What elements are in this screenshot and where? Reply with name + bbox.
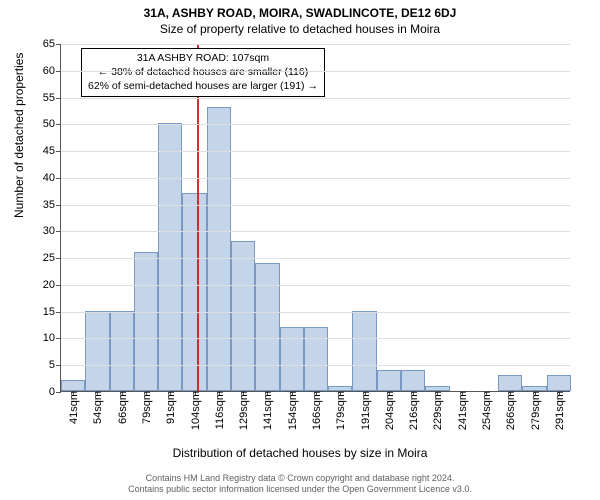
x-tick-label: 179sqm [333,391,347,430]
y-axis-label: Number of detached properties [12,53,26,218]
gridline [61,231,570,232]
histogram-bar [498,375,522,391]
gridline [61,178,570,179]
x-tick-label: 191sqm [358,391,372,430]
gridline [61,285,570,286]
footer-line2: Contains public sector information licen… [0,484,600,496]
x-tick-label: 216sqm [406,391,420,430]
gridline [61,151,570,152]
x-tick-label: 266sqm [503,391,517,430]
footer-line1: Contains HM Land Registry data © Crown c… [0,473,600,485]
y-tick-label: 35 [43,199,61,211]
y-tick-label: 0 [49,386,61,398]
annotation-box: 31A ASHBY ROAD: 107sqm ← 38% of detached… [81,48,325,97]
histogram-bar [547,375,571,391]
annotation-line2: ← 38% of detached houses are smaller (11… [88,65,318,79]
histogram-bar [231,241,255,391]
annotation-line3: 62% of semi-detached houses are larger (… [88,79,318,93]
histogram-bar [110,311,134,391]
histogram-bar [207,107,231,391]
x-tick-label: 79sqm [139,391,153,424]
gridline [61,258,570,259]
histogram-bar [377,370,401,391]
gridline [61,44,570,45]
gridline [61,71,570,72]
x-axis-label: Distribution of detached houses by size … [0,446,600,460]
y-tick-label: 30 [43,225,61,237]
chart-plot-area: 31A ASHBY ROAD: 107sqm ← 38% of detached… [60,44,570,392]
x-tick-label: 166sqm [309,391,323,430]
x-tick-label: 291sqm [552,391,566,430]
y-tick-label: 50 [43,118,61,130]
x-tick-label: 129sqm [236,391,250,430]
y-tick-label: 5 [49,359,61,371]
y-tick-label: 25 [43,252,61,264]
annotation-line1: 31A ASHBY ROAD: 107sqm [88,51,318,65]
histogram-bar [134,252,158,391]
x-tick-label: 116sqm [212,391,226,429]
gridline [61,338,570,339]
x-tick-label: 154sqm [285,391,299,430]
y-tick-label: 15 [43,306,61,318]
x-tick-label: 229sqm [430,391,444,430]
y-tick-label: 65 [43,38,61,50]
histogram-bar [182,193,206,391]
x-tick-label: 141sqm [260,391,274,430]
histogram-bar [255,263,279,391]
x-tick-label: 91sqm [163,391,177,424]
histogram-bar [304,327,328,391]
footer-attribution: Contains HM Land Registry data © Crown c… [0,473,600,496]
x-tick-label: 66sqm [115,391,129,424]
x-tick-label: 204sqm [382,391,396,430]
y-tick-label: 40 [43,172,61,184]
y-tick-label: 20 [43,279,61,291]
y-tick-label: 55 [43,92,61,104]
x-tick-label: 41sqm [66,391,80,424]
gridline [61,365,570,366]
gridline [61,124,570,125]
gridline [61,205,570,206]
x-tick-label: 241sqm [455,391,469,430]
x-tick-label: 104sqm [188,391,202,430]
x-tick-label: 54sqm [90,391,104,424]
histogram-bar [61,380,85,391]
gridline [61,312,570,313]
histogram-bar [401,370,425,391]
histogram-bar [280,327,304,391]
y-tick-label: 10 [43,332,61,344]
x-tick-label: 279sqm [528,391,542,430]
histogram-bar [85,311,109,391]
histogram-bar [352,311,376,391]
x-tick-label: 254sqm [479,391,493,430]
chart-title-main: 31A, ASHBY ROAD, MOIRA, SWADLINCOTE, DE1… [0,0,600,20]
y-tick-label: 45 [43,145,61,157]
gridline [61,98,570,99]
y-tick-label: 60 [43,65,61,77]
chart-title-sub: Size of property relative to detached ho… [0,20,600,36]
